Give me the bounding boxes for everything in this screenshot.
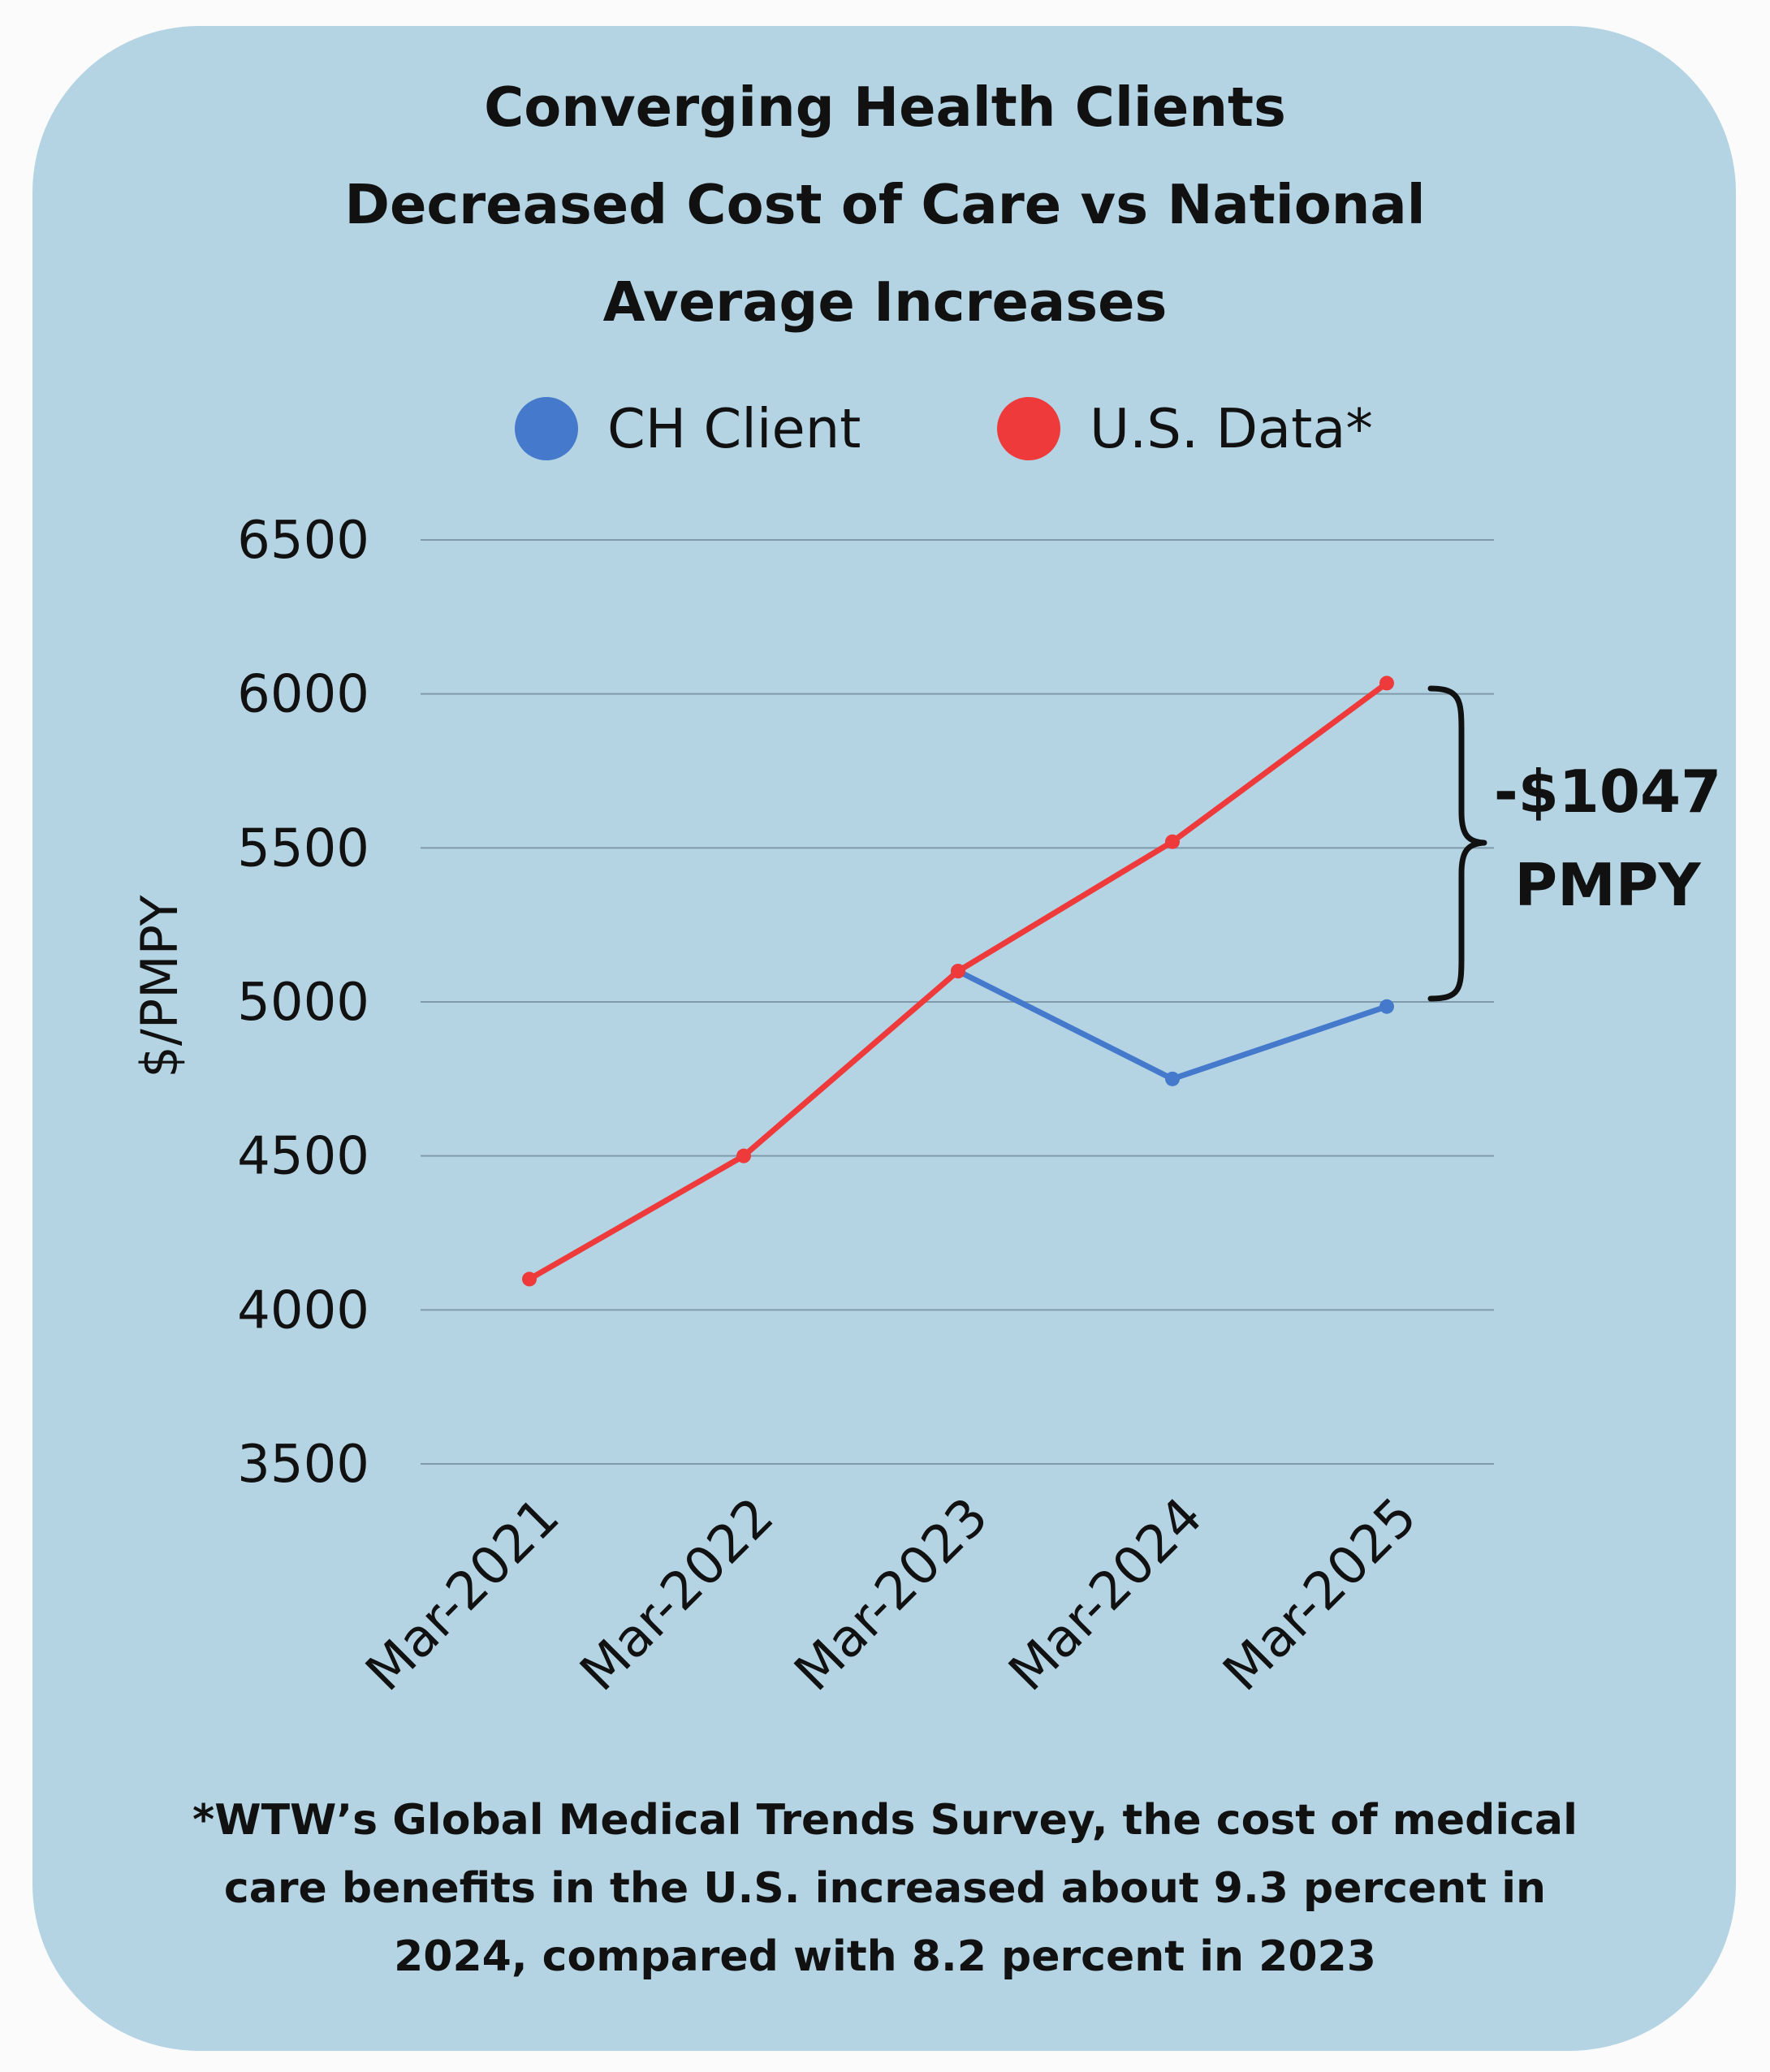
data-point-u-s-data [951,964,965,979]
bracket-brace [1427,685,1487,1002]
series-line-ch-client [955,968,1390,1082]
legend-dot-ch-client [515,397,578,460]
y-tick-label: 5500 [237,818,369,878]
y-axis-ticks: 6500 6000 5500 5000 4500 4000 3500 [237,511,369,1495]
x-tick-label: Mar-2024 [998,1487,1214,1703]
data-point-u-s-data [1379,676,1394,691]
footnote-line-2: care benefits in the U.S. increased abou… [223,1864,1547,1913]
data-point-u-s-data [736,1148,751,1163]
y-tick-label: 4500 [237,1127,369,1187]
data-point-ch-client [1379,999,1394,1014]
y-axis-label: $/PMPY [130,895,189,1077]
title-line-2: Decreased Cost of Care vs National [344,173,1426,236]
data-point-u-s-data [522,1271,537,1287]
chart-title: Converging Health Clients Decreased Cost… [0,58,1770,351]
legend-item-ch-client: CH Client [515,388,861,469]
gap-unit-label: PMPY [1514,851,1701,919]
footnote-line-3: 2024, compared with 8.2 percent in 2023 [394,1932,1376,1981]
legend-label-ch-client: CH Client [607,397,861,460]
x-tick-label: Mar-2022 [569,1487,785,1703]
title-line-3: Average Increases [602,270,1168,334]
data-point-u-s-data [1165,834,1180,849]
y-tick-label: 5000 [237,973,369,1033]
y-tick-label: 4000 [237,1280,369,1340]
data-point-ch-client [1165,1071,1180,1086]
x-tick-label: Mar-2023 [784,1487,999,1703]
series-lines [522,676,1394,1287]
legend-label-us-data: U.S. Data* [1090,397,1373,460]
x-tick-label: Mar-2021 [355,1487,571,1703]
footnote-line-1: *WTW’s Global Medical Trends Survey, the… [192,1796,1578,1845]
legend-dot-us-data [997,397,1060,460]
y-tick-label: 6500 [237,511,369,571]
y-tick-label: 3500 [237,1435,369,1495]
footnote: *WTW’s Global Medical Trends Survey, the… [0,1786,1770,1991]
y-tick-label: 6000 [237,665,369,725]
chart-legend: CH Client U.S. Data* [0,388,1770,469]
legend-item-us-data: U.S. Data* [997,388,1373,469]
gap-value-label: -$1047 [1494,758,1721,826]
grid-lines [421,539,1494,1465]
series-line-u-s-data [526,680,1390,1282]
x-tick-label: Mar-2025 [1212,1487,1428,1703]
title-line-1: Converging Health Clients [484,76,1286,139]
